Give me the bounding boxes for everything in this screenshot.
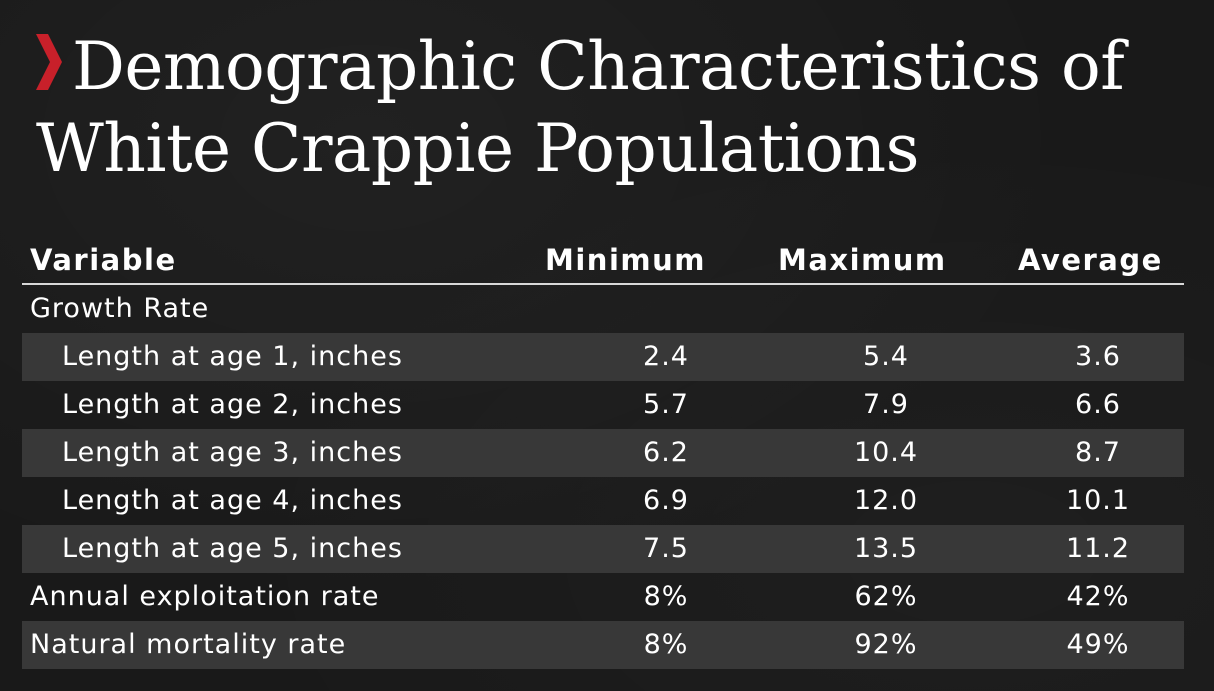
cell-maximum: 62% <box>854 581 918 612</box>
cell-variable: Natural mortality rate <box>30 629 347 660</box>
cell-variable: Length at age 4, inches <box>62 485 403 516</box>
table-row: Length at age 3, inches 6.2 10.4 8.7 <box>22 429 1184 477</box>
cell-variable: Length at age 5, inches <box>62 533 403 564</box>
cell-variable: Length at age 3, inches <box>62 437 403 468</box>
cell-minimum: 6.2 <box>643 437 689 468</box>
data-table: Variable Minimum Maximum Average Growth … <box>22 237 1184 669</box>
table-row: Natural mortality rate 8% 92% 49% <box>22 621 1184 669</box>
table-row: Length at age 5, inches 7.5 13.5 11.2 <box>22 525 1184 573</box>
cell-maximum: 10.4 <box>853 437 919 468</box>
cell-variable: Length at age 2, inches <box>62 389 403 420</box>
title-line-1: Demographic Characteristics of <box>72 28 1125 105</box>
table-row: Length at age 4, inches 6.9 12.0 10.1 <box>22 477 1184 525</box>
cell-average: 49% <box>1066 629 1130 660</box>
cell-variable: Growth Rate <box>30 293 210 324</box>
header-maximum: Maximum <box>778 243 947 277</box>
table-header: Variable Minimum Maximum Average <box>22 237 1184 285</box>
table-row: Annual exploitation rate 8% 62% 42% <box>22 573 1184 621</box>
header-variable: Variable <box>30 243 177 277</box>
header-minimum: Minimum <box>545 243 706 277</box>
cell-minimum: 8% <box>643 581 689 612</box>
cell-maximum: 5.4 <box>863 341 909 372</box>
cell-minimum: 2.4 <box>643 341 689 372</box>
title-line-2: White Crappie Populations <box>36 110 919 187</box>
cell-maximum: 92% <box>854 629 918 660</box>
cell-average: 10.1 <box>1065 485 1131 516</box>
table-row: Length at age 2, inches 5.7 7.9 6.6 <box>22 381 1184 429</box>
cell-maximum: 12.0 <box>853 485 919 516</box>
cell-average: 42% <box>1066 581 1130 612</box>
chevron-right-icon <box>36 34 62 90</box>
cell-average: 3.6 <box>1075 341 1121 372</box>
cell-minimum: 6.9 <box>643 485 689 516</box>
cell-average: 11.2 <box>1065 533 1131 564</box>
cell-minimum: 8% <box>643 629 689 660</box>
cell-maximum: 13.5 <box>853 533 919 564</box>
cell-variable: Length at age 1, inches <box>62 341 403 372</box>
page-title: Demographic Characteristics of White Cra… <box>36 26 1196 190</box>
cell-average: 6.6 <box>1075 389 1121 420</box>
cell-average: 8.7 <box>1075 437 1121 468</box>
table-body: Growth Rate Length at age 1, inches 2.4 5.4… <box>22 285 1184 669</box>
header-average: Average <box>1018 243 1163 277</box>
cell-variable: Annual exploitation rate <box>30 581 380 612</box>
cell-maximum: 7.9 <box>863 389 909 420</box>
cell-minimum: 5.7 <box>643 389 689 420</box>
table-row: Growth Rate <box>22 285 1184 333</box>
table-row: Length at age 1, inches 2.4 5.4 3.6 <box>22 333 1184 381</box>
cell-minimum: 7.5 <box>643 533 689 564</box>
